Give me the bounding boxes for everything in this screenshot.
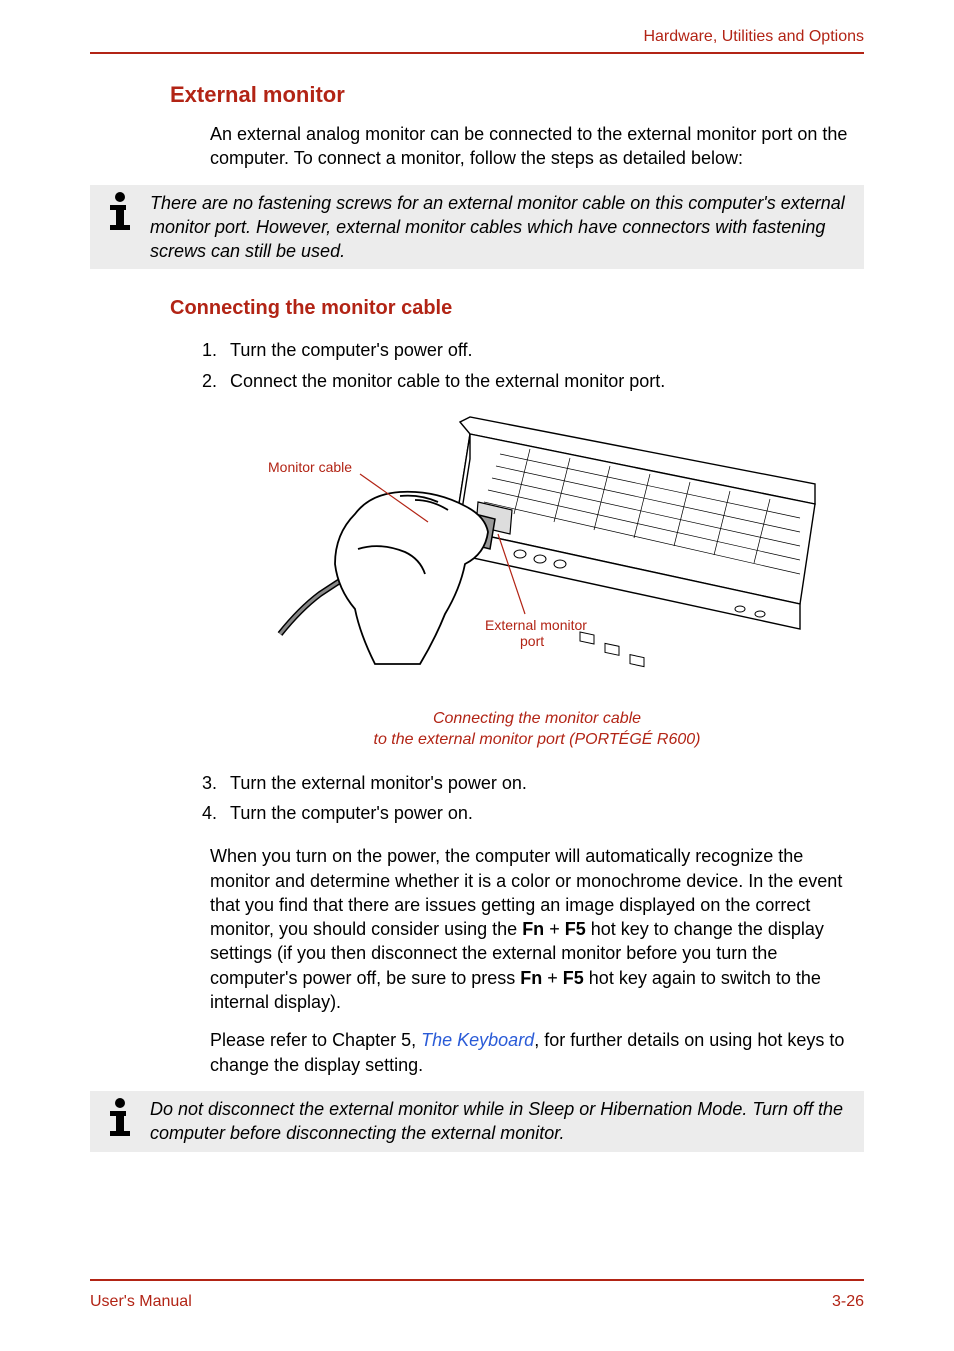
footer-rule: [90, 1279, 864, 1281]
paragraph-hotkey: When you turn on the power, the computer…: [210, 844, 864, 1014]
link-the-keyboard[interactable]: The Keyboard: [421, 1030, 534, 1050]
page-body: Hardware, Utilities and Options External…: [0, 0, 954, 1351]
step-1: Turn the computer's power off.: [222, 336, 864, 365]
header-rule: [90, 52, 864, 54]
figure-monitor-cable: Monitor cable External monitor port: [260, 414, 820, 699]
figure-caption-line1: Connecting the monitor cable: [433, 710, 641, 727]
footer-left: User's Manual: [90, 1293, 192, 1311]
heading-external-monitor: External monitor: [170, 82, 864, 108]
figure-caption: Connecting the monitor cable to the exte…: [210, 709, 864, 751]
figure-label-port-1: External monitor: [485, 617, 587, 633]
heading-connecting-cable: Connecting the monitor cable: [170, 297, 864, 320]
intro-paragraph: An external analog monitor can be connec…: [210, 122, 864, 171]
note-block-2: Do not disconnect the external monitor w…: [90, 1091, 864, 1152]
figure-label-port-2: port: [520, 633, 544, 649]
page-footer: User's Manual 3-26: [90, 1293, 864, 1311]
note-text-2: Do not disconnect the external monitor w…: [150, 1093, 854, 1150]
note-block-1: There are no fastening screws for an ext…: [90, 185, 864, 270]
steps-list-a: Turn the computer's power off. Connect t…: [222, 336, 864, 396]
note-text-1: There are no fastening screws for an ext…: [150, 187, 854, 268]
figure-label-cable: Monitor cable: [268, 459, 352, 475]
footer-right: 3-26: [832, 1293, 864, 1311]
step-2: Connect the monitor cable to the externa…: [222, 367, 864, 396]
info-icon: [90, 1093, 150, 1139]
running-header: Hardware, Utilities and Options: [90, 28, 864, 52]
info-icon: [90, 187, 150, 233]
figure-caption-line2: to the external monitor port (PORTÉGÉ R6…: [374, 731, 701, 748]
steps-list-b: Turn the external monitor's power on. Tu…: [222, 769, 864, 829]
step-3: Turn the external monitor's power on.: [222, 769, 864, 798]
step-4: Turn the computer's power on.: [222, 799, 864, 828]
paragraph-reference: Please refer to Chapter 5, The Keyboard,…: [210, 1028, 864, 1077]
